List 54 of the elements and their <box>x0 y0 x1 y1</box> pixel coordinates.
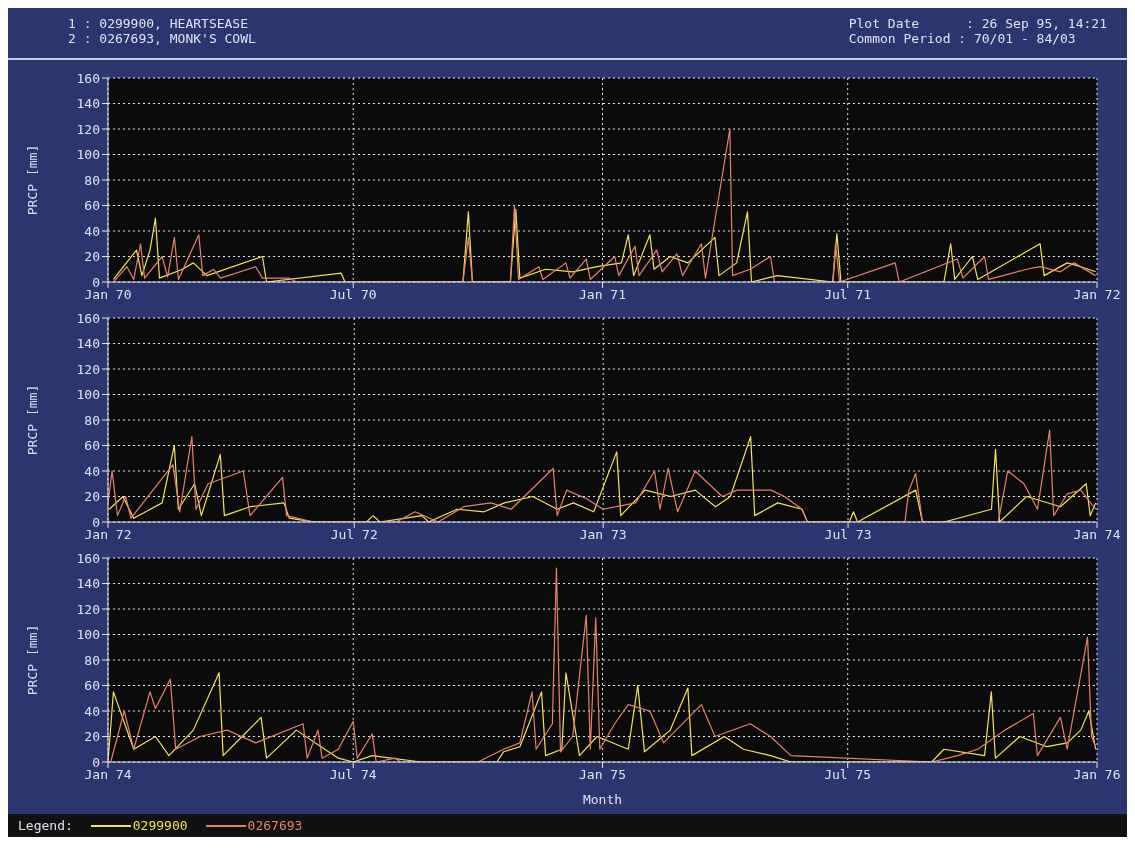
x-tick-label: Jul 72 <box>330 527 378 543</box>
y-tick-label: 60 <box>84 198 100 214</box>
x-tick-label: Jan 72 <box>1073 287 1121 303</box>
y-tick-label: 40 <box>84 703 100 719</box>
x-tick-label: Jan 72 <box>84 527 132 543</box>
y-tick-label: 140 <box>76 336 100 352</box>
y-axis-title: PRCP [mm] <box>24 624 40 696</box>
x-tick-label: Jan 74 <box>1073 527 1121 543</box>
x-tick-label: Jul 70 <box>329 287 377 303</box>
y-tick-label: 0 <box>92 274 100 290</box>
y-tick-label: 100 <box>76 147 100 163</box>
y-tick-label: 160 <box>76 310 100 326</box>
y-tick-label: 120 <box>76 601 100 617</box>
x-tick-label: Jan 74 <box>84 767 132 783</box>
y-tick-label: 160 <box>76 550 100 566</box>
x-tick-label: Jan 73 <box>579 527 627 543</box>
y-tick-label: 0 <box>92 514 100 530</box>
y-tick-label: 140 <box>76 96 100 112</box>
line-series <box>112 128 1097 282</box>
y-tick-label: 80 <box>84 172 100 188</box>
y-tick-label: 100 <box>76 627 100 643</box>
y-tick-label: 0 <box>92 754 100 770</box>
y-tick-label: 120 <box>76 361 100 377</box>
y-tick-label: 100 <box>76 387 100 403</box>
y-tick-label: 120 <box>76 121 100 137</box>
text: 1 : 0299900, HEARTSEASE <box>68 16 249 31</box>
x-tick-label: Jan 70 <box>84 287 132 303</box>
x-tick-label: Jan 75 <box>579 767 626 783</box>
x-tick-label: Jan 71 <box>579 287 626 303</box>
text: Common Period : 70/01 - 84/03 <box>848 31 1077 46</box>
y-tick-label: 40 <box>84 463 100 479</box>
y-tick-label: 20 <box>84 249 100 265</box>
x-tick-label: Jul 75 <box>824 767 872 783</box>
text: Plot Date : 26 Sep 95, 14:21 <box>848 16 1107 31</box>
x-axis-title: Month <box>582 792 623 807</box>
y-axis-title: PRCP [mm] <box>24 384 40 456</box>
y-tick-label: 80 <box>84 412 100 428</box>
y-tick-label: 20 <box>84 489 100 505</box>
x-tick-label: Jul 74 <box>329 767 377 783</box>
text: 2 : 0267693, MONK'S COWL <box>68 31 256 46</box>
y-tick-label: 40 <box>84 223 100 239</box>
y-tick-label: 60 <box>84 678 100 694</box>
legend-title: Legend: <box>18 818 73 833</box>
y-tick-label: 80 <box>84 652 100 668</box>
x-tick-label: Jul 73 <box>824 527 872 543</box>
legend-label: 0267693 <box>247 818 303 833</box>
y-tick-label: 140 <box>76 576 100 592</box>
y-axis-title: PRCP [mm] <box>24 144 40 216</box>
legend-label: 0299900 <box>132 818 188 833</box>
y-tick-label: 20 <box>84 729 100 745</box>
y-tick-label: 60 <box>84 438 100 454</box>
y-tick-label: 160 <box>76 70 100 86</box>
x-tick-label: Jul 71 <box>824 287 872 303</box>
x-tick-label: Jan 76 <box>1073 767 1121 783</box>
